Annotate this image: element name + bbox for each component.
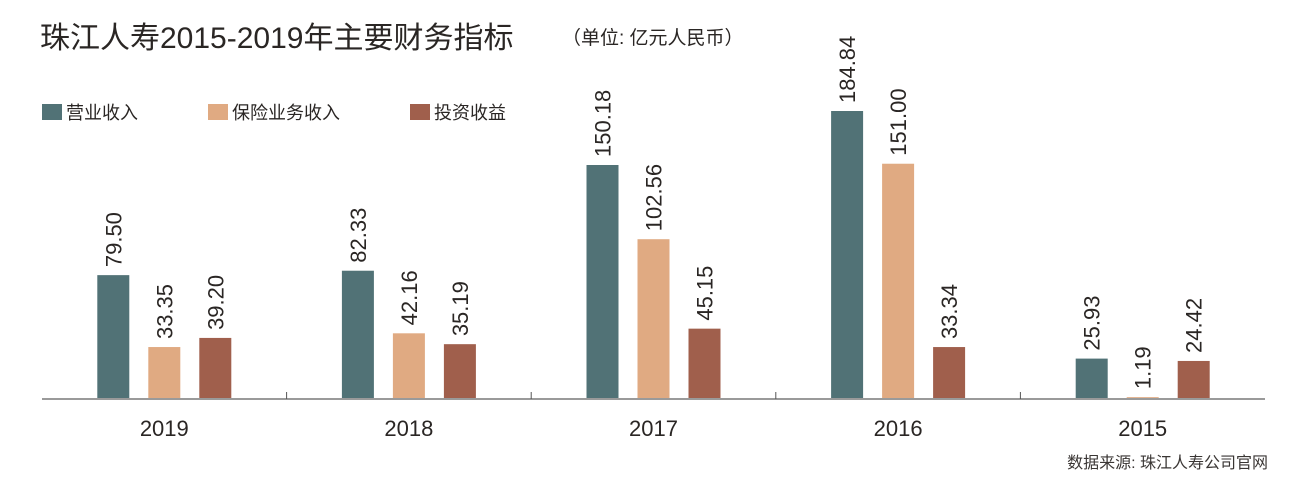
legend-swatch [42, 104, 62, 120]
x-tick-label: 2018 [384, 416, 433, 441]
bar [637, 239, 670, 399]
bar [882, 163, 915, 399]
legend-swatch [410, 104, 430, 120]
data-label: 33.35 [152, 284, 177, 339]
data-label: 42.16 [397, 270, 422, 325]
data-label: 33.34 [937, 284, 962, 339]
bar [1177, 360, 1210, 399]
x-ticks: 2019 2018 2017 2016 2015 [140, 392, 1167, 441]
bar [688, 328, 721, 399]
legend-label: 投资收益 [434, 103, 506, 123]
x-tick-label: 2015 [1118, 416, 1167, 441]
data-label: 150.18 [591, 90, 616, 157]
bar [933, 347, 966, 399]
data-label: 82.33 [346, 208, 371, 263]
data-label: 35.19 [448, 281, 473, 336]
legend: 营业收入 保险业务收入 投资收益 [42, 103, 506, 123]
bar [199, 337, 232, 399]
bar [341, 270, 374, 399]
data-label: 1.19 [1131, 346, 1156, 389]
x-tick-label: 2019 [140, 416, 189, 441]
legend-swatch [208, 104, 228, 120]
data-label: 45.15 [693, 266, 718, 321]
data-label: 151.00 [886, 88, 911, 155]
bar [1075, 358, 1108, 399]
chart-title: 珠江人寿2015-2019年主要财务指标 [40, 22, 513, 55]
data-label: 25.93 [1080, 296, 1105, 351]
x-tick-label: 2016 [874, 416, 923, 441]
x-tick-label: 2017 [629, 416, 678, 441]
bars: 79.50 33.35 39.20 82.33 42.16 35.19 150.18 102.… [97, 36, 1210, 399]
bar [148, 347, 181, 399]
data-label: 24.42 [1182, 298, 1207, 353]
legend-label: 营业收入 [66, 103, 138, 123]
bar [392, 333, 425, 399]
bar [831, 111, 864, 399]
data-label: 39.20 [203, 275, 228, 330]
data-label: 79.50 [101, 212, 126, 267]
bar [586, 165, 619, 399]
data-label: 184.84 [835, 36, 860, 103]
bar [97, 275, 130, 399]
chart-unit: （单位: 亿元人民币） [562, 27, 744, 49]
data-label: 102.56 [642, 164, 667, 231]
bar [443, 344, 476, 399]
legend-label: 保险业务收入 [232, 103, 340, 123]
source-note: 数据来源: 珠江人寿公司官网 [1067, 454, 1268, 472]
